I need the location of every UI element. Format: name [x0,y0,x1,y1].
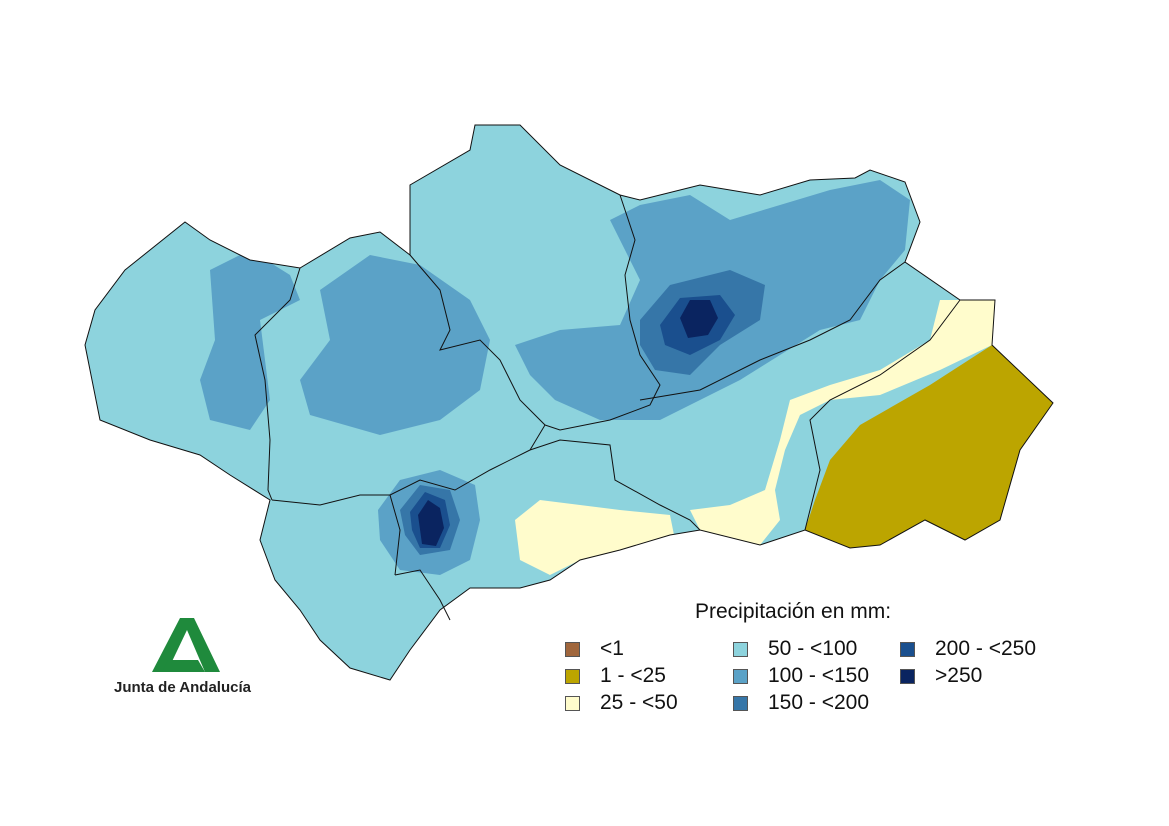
zone-100-150-west [200,250,300,430]
legend-item: <1 [565,637,624,660]
legend-label: 100 - <150 [768,664,870,687]
legend-label: 50 - <100 [768,637,858,660]
junta-logo-icon [152,618,220,672]
legend-swatch [900,668,915,684]
zone-over-250-grazalema [418,500,444,546]
legend-item: >250 [900,664,983,687]
zone-1-25-almeria [805,345,1053,548]
border-cordoba-granada-malaga [529,439,701,531]
legend-item: 25 - <50 [565,691,678,714]
legend-item: 150 - <200 [733,691,870,714]
region-outline [84,124,1054,681]
legend-label: 150 - <200 [768,691,870,714]
legend-item: 200 - <250 [900,637,1037,660]
zone-25-50-east [690,300,995,545]
border-granada-almeria [804,299,961,531]
logo-text: Junta de Andalucía [114,679,251,696]
legend-swatch [565,668,580,684]
legend-swatch [565,641,580,657]
province-borders [84,124,1054,681]
zone-over-250-jaen [680,300,718,338]
legend-item: 50 - <100 [733,637,858,660]
legend-swatch [733,641,748,657]
legend-label: >250 [935,664,983,687]
legend-label: 200 - <250 [935,637,1037,660]
border-cordoba-jaen [544,194,661,431]
legend-swatch [565,695,580,711]
border-cadiz-malaga [394,569,451,621]
legend-swatch [900,641,915,657]
legend-label: 25 - <50 [600,691,678,714]
legend-title: Precipitación en mm: [695,600,892,623]
legend-swatch [733,668,748,684]
legend-item: 1 - <25 [565,664,666,687]
border-sevilla-cordoba [409,254,546,451]
zone-25-50-malaga [515,500,675,575]
border-sevilla-malaga [389,449,531,576]
legend-label: 1 - <25 [600,664,666,687]
legend-item: 100 - <150 [733,664,870,687]
border-jaen-granada [639,261,906,401]
legend-swatch [733,695,748,711]
border-sevilla-cadiz [271,494,390,506]
legend-label: <1 [600,637,624,660]
border-huelva-sevilla [254,267,301,501]
